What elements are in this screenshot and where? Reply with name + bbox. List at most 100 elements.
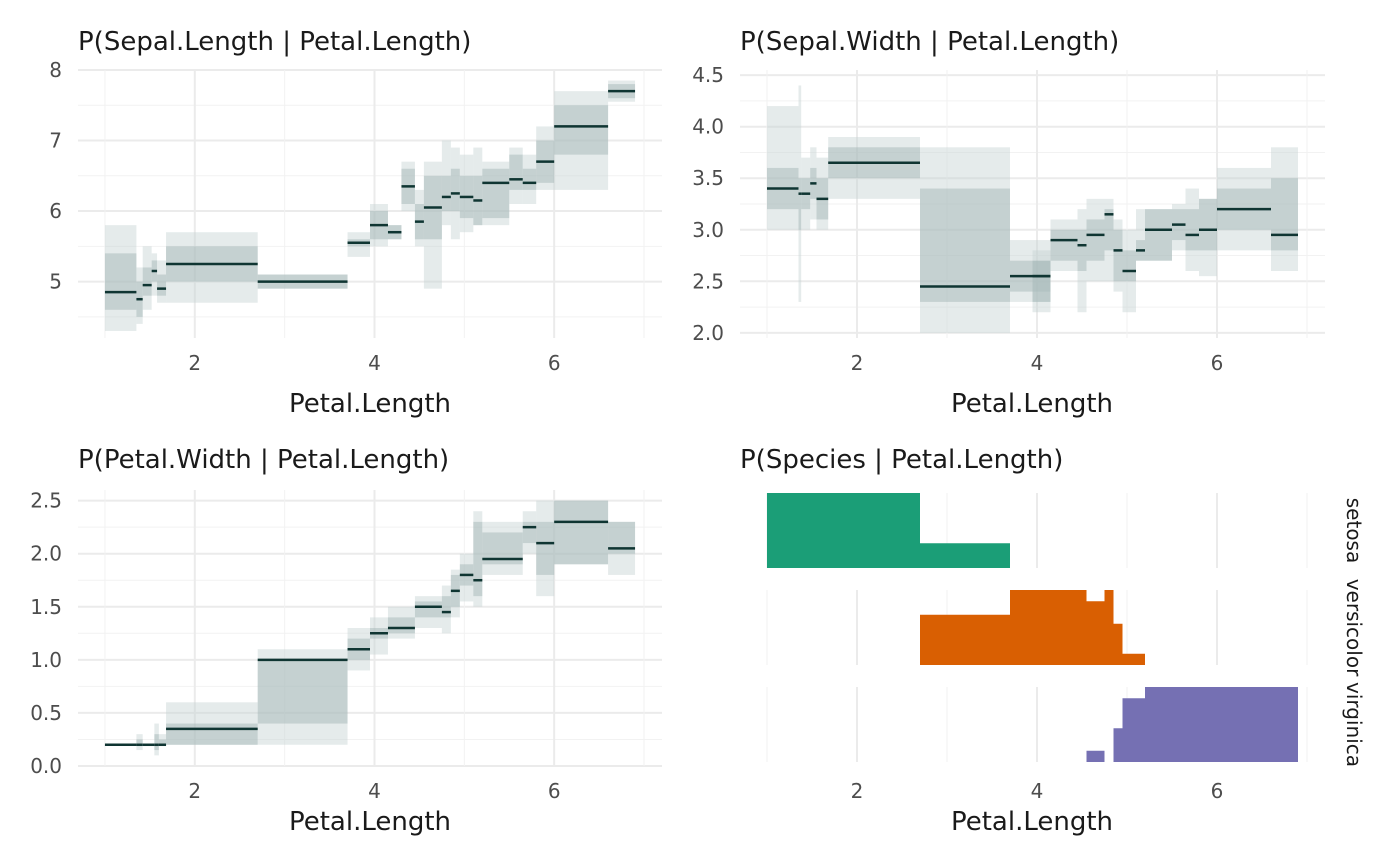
inner-interval-band <box>1086 219 1105 261</box>
y-tick-label: 0.5 <box>30 701 62 725</box>
x-tick-label: 4 <box>368 351 381 375</box>
y-tick-label: 1.0 <box>30 648 62 672</box>
panel-sepal-width: P(Sepal.Width | Petal.Length) 2.0 2.5 3.0 3… <box>692 27 1325 419</box>
inner-interval-band <box>1077 229 1087 271</box>
inner-interval-band <box>136 739 143 745</box>
inner-interval-band <box>104 253 137 310</box>
inner-interval-band <box>257 659 348 724</box>
inner-interval-band <box>1113 229 1123 282</box>
panel-petal-width: P(Petal.Width | Petal.Length) 0.0 0.5 1.0 1… <box>30 445 662 837</box>
inner-interval-band <box>522 521 537 544</box>
outer-interval-band <box>1185 188 1199 271</box>
y-tick-label: 3.0 <box>692 218 724 242</box>
x-axis-title: Petal.Length <box>951 807 1113 837</box>
outer-interval-band <box>1136 209 1145 261</box>
grid <box>740 70 1325 338</box>
outer-interval-band <box>441 140 451 226</box>
outer-interval-band <box>136 267 143 324</box>
y-tick-label: 3.5 <box>692 166 724 190</box>
y-tick-label: 2.0 <box>692 321 724 345</box>
outer-interval-band <box>104 225 137 331</box>
x-axis-title: Petal.Length <box>289 389 451 419</box>
outer-interval-band <box>1199 198 1217 277</box>
x-tick-label: 4 <box>368 779 381 803</box>
inner-interval-band <box>158 739 167 745</box>
outer-interval-band <box>828 137 920 199</box>
outer-interval-band <box>509 147 523 204</box>
y-tick-label: 4.0 <box>692 115 724 139</box>
outer-interval-band <box>920 147 1010 333</box>
grid <box>78 69 662 338</box>
outer-interval-band <box>450 569 460 618</box>
outer-interval-band <box>473 511 483 607</box>
interval-marks <box>767 85 1298 333</box>
x-tick-label: 2 <box>188 351 201 375</box>
inner-interval-band <box>450 168 460 212</box>
outer-interval-band <box>1113 219 1123 292</box>
inner-interval-band <box>1050 229 1078 261</box>
tick-labels: 5 6 7 8 2 4 6 <box>49 58 560 375</box>
x-axis-title: Petal.Length <box>951 389 1113 419</box>
outer-interval-band <box>166 702 258 745</box>
outer-interval-band <box>1077 209 1087 313</box>
y-tick-label: 8 <box>49 58 62 82</box>
x-tick-label: 2 <box>851 351 864 375</box>
inner-interval-band <box>1104 209 1114 251</box>
inner-interval-band <box>1145 209 1172 261</box>
tick-labels: 2.0 2.5 3.0 3.5 4.0 4.5 2 4 6 <box>692 63 1223 375</box>
inner-interval-band <box>798 178 802 230</box>
inner-interval-band <box>473 521 483 597</box>
outer-interval-band <box>482 161 510 226</box>
outer-interval-band <box>554 500 609 565</box>
outer-interval-band <box>414 596 442 628</box>
y-tick-label: 5 <box>49 270 62 294</box>
inner-interval-band <box>1271 178 1298 251</box>
inner-interval-band <box>441 596 451 618</box>
outer-interval-band <box>459 553 474 602</box>
inner-interval-band <box>414 601 442 618</box>
x-tick-label: 4 <box>1031 779 1044 803</box>
inner-interval-band <box>387 617 415 634</box>
outer-interval-band <box>816 157 829 230</box>
outer-interval-band <box>154 723 159 756</box>
outer-interval-band <box>554 91 609 190</box>
x-tick-label: 2 <box>188 779 201 803</box>
tick-labels: 0.0 0.5 1.0 1.5 2.0 2.5 2 4 6 <box>30 489 560 803</box>
y-tick-label: 0.0 <box>30 754 62 778</box>
panel-title: P(Sepal.Length | Petal.Length) <box>78 27 471 57</box>
outer-interval-band <box>370 617 388 655</box>
outer-interval-band <box>166 232 258 303</box>
inner-interval-band <box>157 274 167 296</box>
outer-interval-band <box>136 734 143 751</box>
x-tick-label: 6 <box>548 351 561 375</box>
y-tick-label: 2.0 <box>30 542 62 566</box>
panel-title: P(Species | Petal.Length) <box>740 445 1063 475</box>
outer-interval-band <box>1086 198 1105 282</box>
tick-labels: 2 4 6 <box>851 779 1224 803</box>
inner-interval-band <box>154 734 159 751</box>
outer-interval-band <box>1145 209 1172 261</box>
y-tick-label: 2.5 <box>30 489 62 513</box>
outer-interval-band <box>423 161 442 289</box>
outer-interval-band <box>1050 219 1078 271</box>
inner-interval-band <box>1122 250 1136 282</box>
inner-interval-band <box>536 521 555 575</box>
outer-interval-band <box>158 734 167 745</box>
outer-interval-band <box>482 521 523 575</box>
x-tick-label: 6 <box>548 779 561 803</box>
y-tick-label: 6 <box>49 199 62 223</box>
x-tick-label: 2 <box>851 779 864 803</box>
outer-interval-band <box>1032 250 1051 313</box>
inner-interval-band <box>1199 198 1217 251</box>
facet-strip-label: setosa <box>1342 498 1366 563</box>
outer-interval-band <box>536 126 555 190</box>
outer-interval-band <box>347 232 370 257</box>
inner-interval-band <box>554 105 609 155</box>
outer-interval-band <box>522 154 537 204</box>
inner-interval-band <box>1032 260 1051 302</box>
grid <box>78 490 662 767</box>
outer-interval-band <box>473 147 483 226</box>
outer-interval-band <box>142 246 152 310</box>
outer-interval-band <box>1172 204 1186 251</box>
